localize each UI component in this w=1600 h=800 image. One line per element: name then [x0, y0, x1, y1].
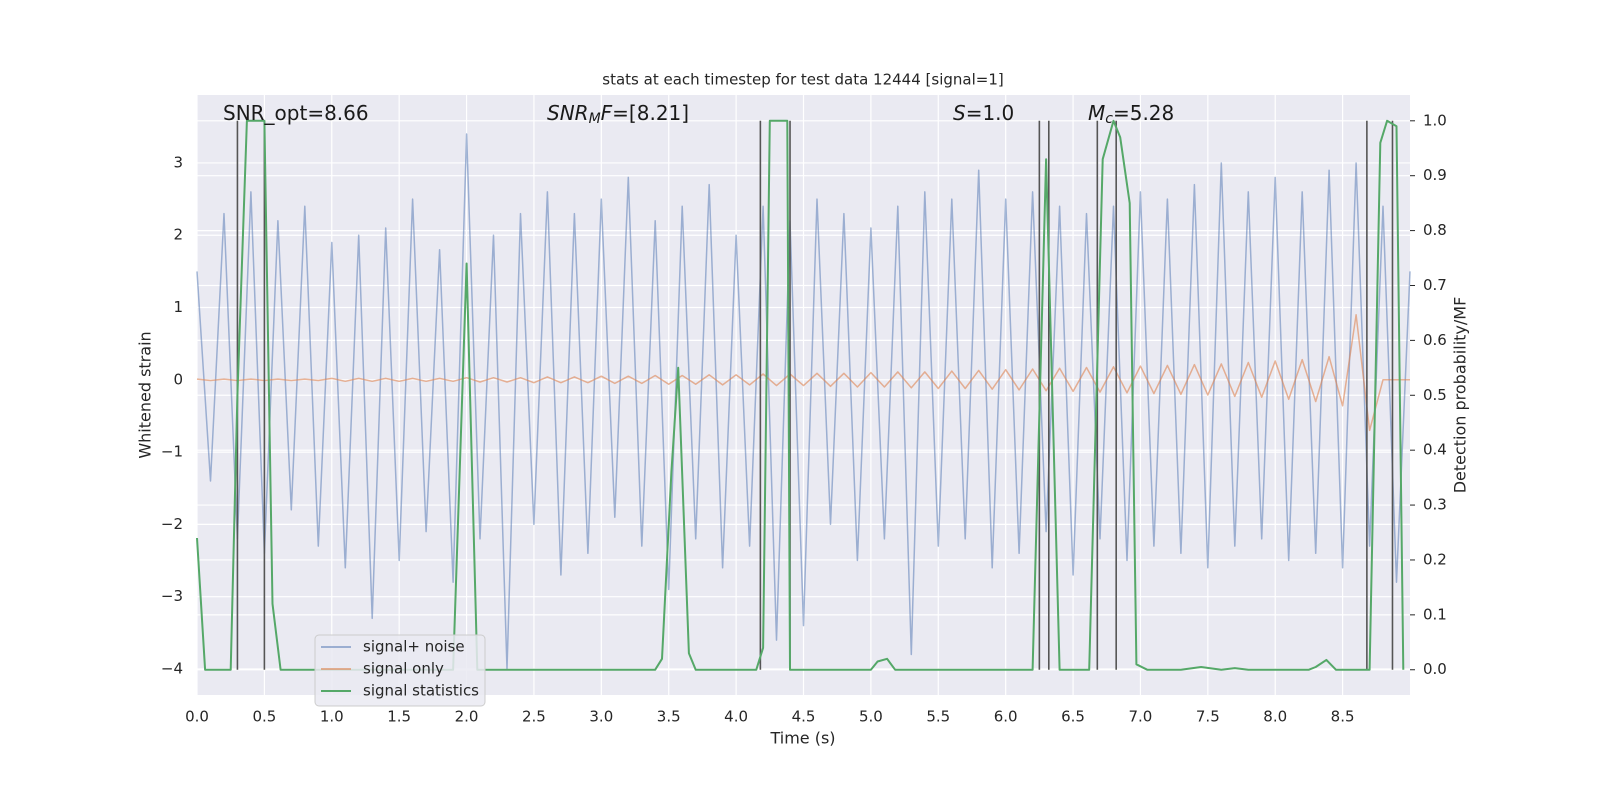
y2-tick-label: 0.0 — [1423, 660, 1447, 678]
y2-tick-label: 0.5 — [1423, 386, 1447, 404]
x-tick-label: 3.0 — [589, 708, 613, 726]
y-tick-label: −2 — [161, 515, 183, 533]
annotation-part: M — [589, 111, 601, 127]
x-tick-label: 6.0 — [994, 708, 1018, 726]
x-tick-label: 0.5 — [252, 708, 276, 726]
annotation: Mc=5.28 — [1088, 101, 1174, 128]
x-tick-label: 6.5 — [1061, 708, 1085, 726]
annotation-part: SNR — [547, 101, 589, 125]
series-line — [196, 133, 1411, 670]
annotation-part: M — [1088, 101, 1105, 125]
y-tick-label: −1 — [161, 443, 183, 461]
x-tick-label: 1.0 — [320, 708, 344, 726]
annotation-part: S — [953, 101, 966, 125]
x-tick-label: 8.5 — [1331, 708, 1355, 726]
x-tick-label: 5.0 — [859, 708, 883, 726]
x-tick-label: 7.0 — [1129, 708, 1153, 726]
annotation-part: F — [601, 101, 613, 125]
x-tick-label: 4.0 — [724, 708, 748, 726]
y-tick-label: 0 — [173, 370, 183, 388]
y2-tick-label: 0.6 — [1423, 331, 1447, 349]
annotation-part: =[8.21] — [612, 101, 689, 125]
y2-tick-label: 0.1 — [1423, 605, 1447, 623]
y-tick-label: −3 — [161, 587, 183, 605]
annotation-part: SNR_opt=8.66 — [223, 101, 369, 125]
x-tick-label: 1.5 — [387, 708, 411, 726]
y2-tick-label: 0.8 — [1423, 221, 1447, 239]
series-line — [196, 119, 1405, 671]
annotation-part: =5.28 — [1113, 101, 1174, 125]
annotation-part: c — [1105, 111, 1113, 127]
y-tick-label: −4 — [161, 659, 183, 677]
y-tick-label: 2 — [173, 226, 183, 244]
y2-tick-label: 0.7 — [1423, 276, 1447, 294]
y2-tick-label: 1.0 — [1423, 111, 1447, 129]
y-axis-label: Whitened strain — [136, 331, 155, 458]
annotation-part: =1.0 — [966, 101, 1015, 125]
legend-box — [314, 634, 486, 707]
annotation: S=1.0 — [953, 101, 1014, 125]
x-tick-label: 0.0 — [185, 708, 209, 726]
x-tick-label: 4.5 — [792, 708, 816, 726]
x-tick-label: 2.5 — [522, 708, 546, 726]
x-tick-label: 7.5 — [1196, 708, 1220, 726]
legend-label: signal statistics — [363, 682, 479, 700]
x-tick-label: 8.0 — [1263, 708, 1287, 726]
legend-label: signal only — [363, 660, 444, 678]
x-tick-label: 2.0 — [455, 708, 479, 726]
chart-title: stats at each timestep for test data 124… — [602, 71, 1003, 89]
x-tick-label: 5.5 — [926, 708, 950, 726]
y2-axis-label: Detection probability/MF — [1451, 297, 1470, 494]
y2-tick-label: 0.9 — [1423, 166, 1447, 184]
y2-tick-label: 0.4 — [1423, 441, 1447, 459]
y2-tick-label: 0.2 — [1423, 550, 1447, 568]
y-tick-label: 1 — [173, 298, 183, 316]
x-tick-label: 3.5 — [657, 708, 681, 726]
series-line — [196, 314, 1410, 432]
x-axis-label: Time (s) — [769, 729, 835, 748]
y2-tick-label: 0.3 — [1423, 496, 1447, 514]
y-tick-label: 3 — [173, 153, 183, 171]
annotation: SNRMF=[8.21] — [547, 101, 689, 128]
legend-label: signal+ noise — [363, 638, 465, 656]
annotation: SNR_opt=8.66 — [223, 101, 369, 125]
